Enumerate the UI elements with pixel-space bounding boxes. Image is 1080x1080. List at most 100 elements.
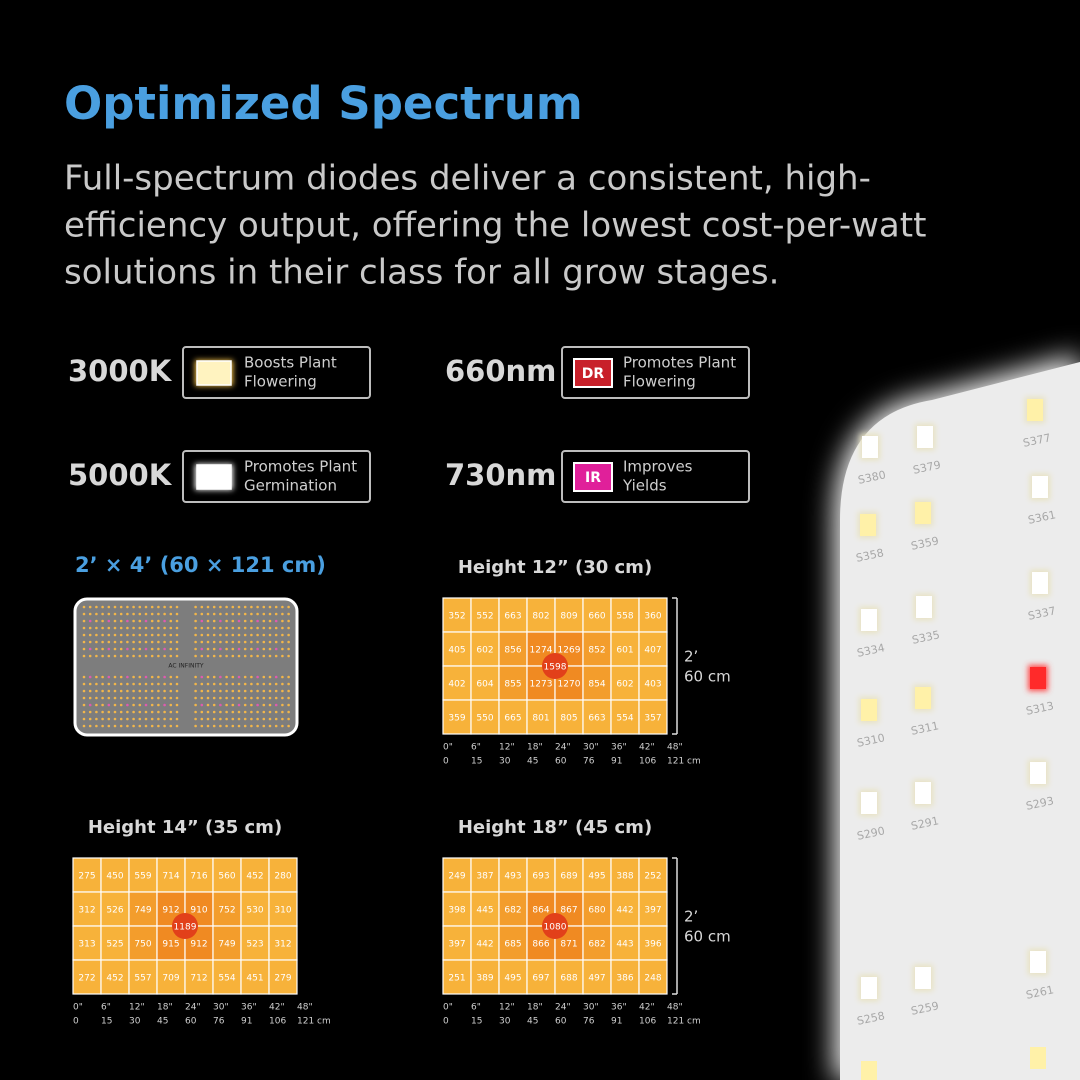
map-value: 682 bbox=[504, 906, 521, 916]
panel-diode bbox=[200, 633, 204, 637]
cm-label: 0 bbox=[443, 757, 449, 767]
panel-diode bbox=[150, 612, 154, 616]
map-value: 680 bbox=[588, 906, 605, 916]
panel-diode bbox=[82, 647, 86, 651]
map-cell bbox=[100, 925, 130, 961]
diode bbox=[1030, 1047, 1046, 1069]
panel-diode bbox=[119, 619, 123, 623]
panel-diode bbox=[206, 640, 210, 644]
panel-diode bbox=[138, 696, 142, 700]
panel-diode bbox=[225, 682, 228, 686]
map-cell bbox=[212, 959, 242, 995]
panel-diode bbox=[256, 675, 259, 679]
panel-diode bbox=[150, 619, 154, 623]
inch-label: 30" bbox=[583, 1003, 599, 1013]
map-value: 855 bbox=[504, 680, 521, 690]
diode-label: S290 bbox=[856, 824, 886, 843]
cm-label: 15 bbox=[471, 757, 482, 767]
panel-diode bbox=[95, 640, 98, 644]
cm-label: 60 bbox=[555, 757, 567, 767]
panel-diode bbox=[256, 612, 259, 616]
panel-diode bbox=[101, 682, 104, 686]
panel-diode bbox=[219, 696, 222, 700]
panel-diode bbox=[287, 626, 290, 630]
panel-diode bbox=[237, 689, 241, 693]
panel-diode bbox=[206, 703, 210, 707]
panel-diode bbox=[250, 654, 253, 658]
panel-diode bbox=[95, 696, 98, 700]
panel-diode bbox=[231, 696, 235, 700]
title: Optimized Spectrum bbox=[64, 77, 583, 130]
content: Full-spectrum diodes deliver a consisten… bbox=[64, 159, 1057, 1080]
panel-diode bbox=[144, 633, 148, 637]
map-cell bbox=[100, 891, 130, 927]
panel-diode bbox=[287, 612, 290, 616]
panel-diode bbox=[101, 640, 104, 644]
panel-diode bbox=[256, 724, 259, 728]
panel-diode bbox=[95, 647, 98, 651]
panel-diode bbox=[157, 633, 160, 637]
spectrum-label: 660nm bbox=[445, 354, 556, 388]
panel-diode bbox=[169, 626, 173, 630]
panel-diode bbox=[95, 703, 98, 707]
diode-label: S337 bbox=[1027, 604, 1057, 623]
map-value: 275 bbox=[78, 872, 95, 882]
map-value: 560 bbox=[218, 872, 235, 882]
panel-diode bbox=[250, 675, 253, 679]
panel-diode bbox=[157, 654, 160, 658]
panel-diode bbox=[194, 619, 197, 623]
panel-diode bbox=[287, 619, 290, 623]
cm-label: 121 cm bbox=[667, 1017, 701, 1027]
panel-diode bbox=[132, 633, 135, 637]
map-value: 530 bbox=[246, 906, 263, 916]
panel-diode bbox=[194, 703, 197, 707]
map-cell bbox=[240, 959, 270, 995]
map-value: 407 bbox=[644, 646, 661, 656]
panel-diode bbox=[169, 612, 173, 616]
map-cell bbox=[610, 631, 640, 667]
panel-diode bbox=[225, 675, 228, 679]
panel-diode bbox=[119, 640, 123, 644]
panel-diode bbox=[262, 703, 266, 707]
map-value: 912 bbox=[162, 906, 179, 916]
panel-diode bbox=[175, 675, 179, 679]
panel-diode bbox=[212, 717, 216, 721]
panel-diode bbox=[225, 654, 228, 658]
panel-diode bbox=[231, 605, 235, 609]
map-value: 497 bbox=[588, 974, 605, 984]
inch-label: 6" bbox=[471, 743, 481, 753]
panel-diode bbox=[82, 724, 86, 728]
inch-label: 36" bbox=[241, 1003, 257, 1013]
panel-diode bbox=[175, 647, 179, 651]
panel-diode bbox=[231, 724, 235, 728]
map-cell bbox=[582, 959, 612, 995]
map-cell bbox=[470, 597, 500, 633]
map-value: 864 bbox=[532, 906, 549, 916]
panel-diode bbox=[119, 647, 123, 651]
panel-diode bbox=[82, 710, 86, 714]
panel-diode bbox=[250, 605, 253, 609]
panel-diode bbox=[206, 633, 210, 637]
panel-diode bbox=[256, 710, 259, 714]
panel-diode bbox=[163, 724, 166, 728]
diode-label: S311 bbox=[910, 719, 940, 738]
cm-label: 30 bbox=[129, 1017, 141, 1027]
map-value: 523 bbox=[246, 940, 263, 950]
panel-diode bbox=[200, 689, 204, 693]
inch-label: 18" bbox=[527, 743, 543, 753]
panel-diode bbox=[88, 640, 92, 644]
panel-diode bbox=[237, 724, 241, 728]
map-value: 1273 bbox=[530, 680, 553, 690]
panel-diode bbox=[107, 689, 111, 693]
panel-diode bbox=[250, 647, 253, 651]
panel-diode bbox=[107, 696, 111, 700]
panel-diode bbox=[107, 647, 111, 651]
panel-diode bbox=[281, 654, 284, 658]
panel-diode bbox=[281, 605, 284, 609]
panel-diode bbox=[138, 654, 142, 658]
map-value: 554 bbox=[616, 714, 633, 724]
panel-diode bbox=[274, 647, 278, 651]
panel-diode bbox=[262, 619, 266, 623]
spectrum-box bbox=[561, 346, 750, 399]
inch-label: 6" bbox=[471, 1003, 481, 1013]
